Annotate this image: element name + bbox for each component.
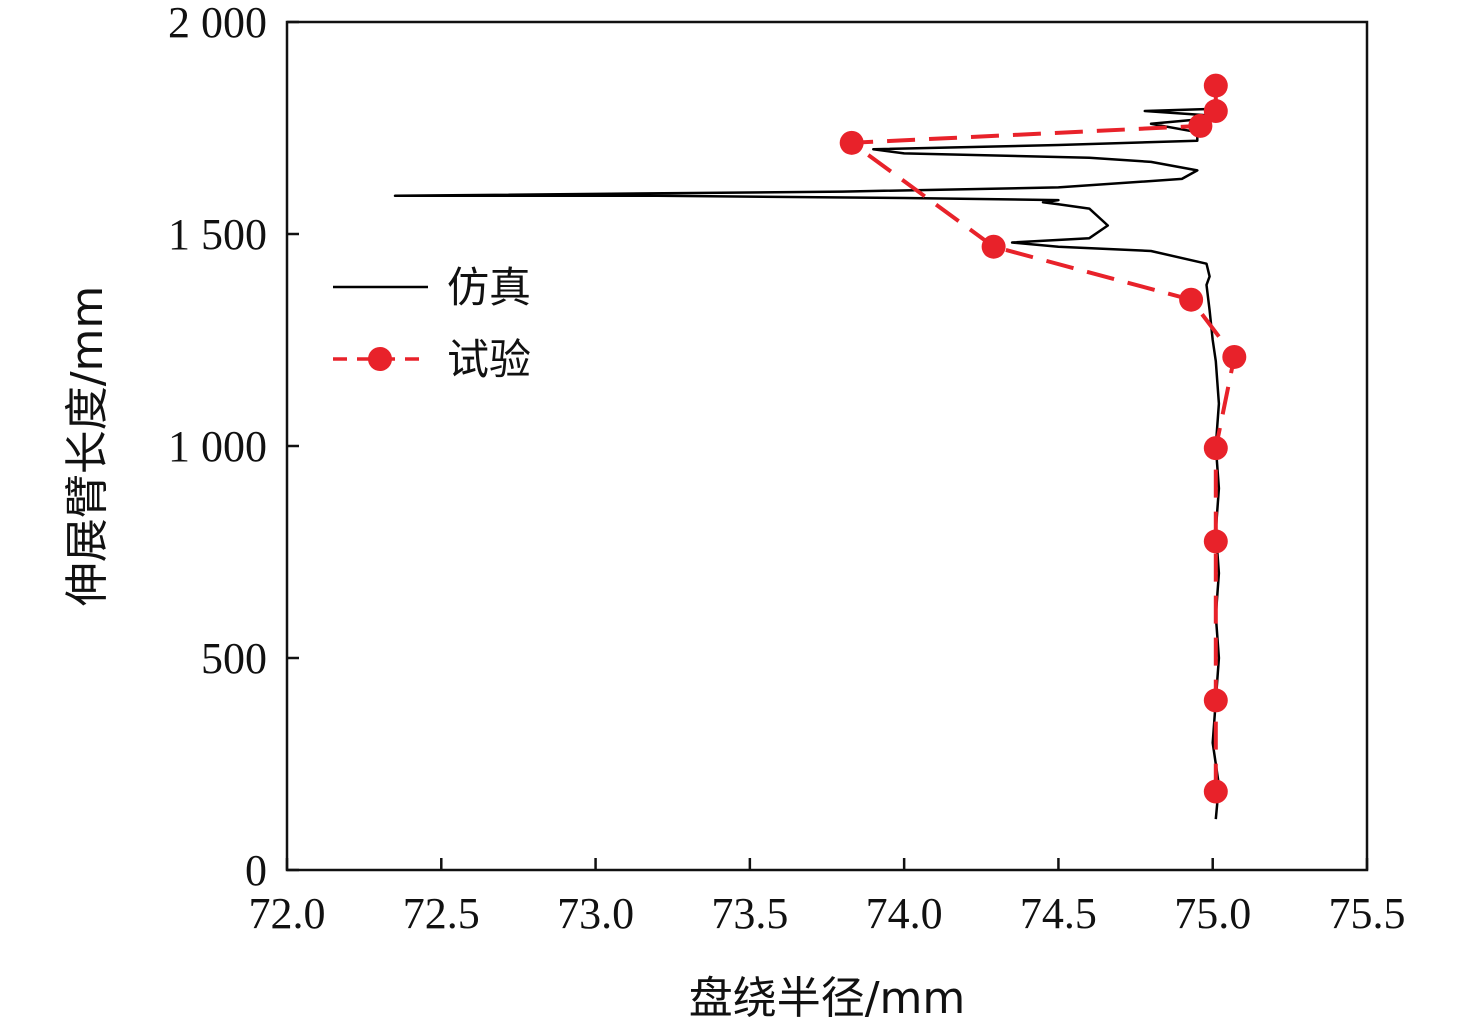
experiment-point: [1203, 779, 1228, 804]
x-tick-label: 73.0: [557, 889, 634, 938]
experiment-point: [1179, 287, 1204, 312]
x-tick-label: 75.0: [1174, 889, 1251, 938]
x-tick-label: 74.0: [866, 889, 943, 938]
experiment-point: [981, 234, 1006, 259]
experiment-point: [1188, 113, 1213, 138]
x-axis-ticks: 72.0 72.5 73.0 73.5 74.0 74.5 75.0 75.5: [249, 858, 1406, 938]
y-tick-label: 2 000: [168, 0, 267, 47]
experiment-point: [1203, 688, 1228, 713]
legend-experiment-label: 试验: [447, 335, 531, 384]
y-tick-label: 0: [245, 846, 267, 895]
x-tick-label: 74.5: [1020, 889, 1097, 938]
experiment-point: [1203, 73, 1228, 98]
legend-experiment-marker: [368, 347, 392, 371]
x-tick-label: 72.0: [249, 889, 326, 938]
x-tick-label: 72.5: [403, 889, 480, 938]
legend: 仿真 试验: [333, 263, 531, 384]
experiment-point: [1203, 436, 1228, 461]
x-axis-label: 盘绕半径/mm: [689, 973, 966, 1024]
series-simulation: [393, 107, 1221, 820]
series-experiment: [839, 73, 1247, 804]
simulation-line: [393, 107, 1221, 820]
y-tick-label: 1 000: [168, 422, 267, 471]
experiment-point: [1203, 529, 1228, 554]
experiment-point: [839, 130, 864, 155]
x-tick-label: 75.5: [1329, 889, 1406, 938]
y-axis-ticks: 0 500 1 000 1 500 2 000: [168, 0, 299, 895]
y-tick-label: 1 500: [168, 210, 267, 259]
experiment-point: [1222, 344, 1247, 369]
y-tick-label: 500: [201, 634, 267, 683]
legend-simulation-label: 仿真: [447, 263, 531, 312]
experiment-point: [1203, 99, 1228, 124]
y-axis-label: 伸展臂长度/mm: [62, 286, 113, 607]
x-tick-label: 73.5: [711, 889, 788, 938]
